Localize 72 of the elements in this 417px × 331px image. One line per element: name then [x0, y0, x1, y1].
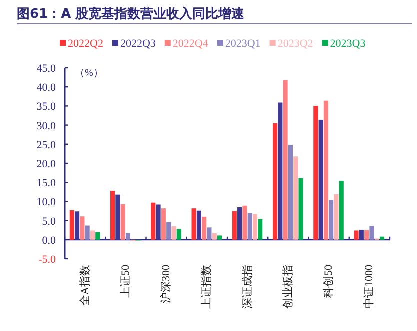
bar — [354, 230, 359, 240]
bar — [248, 213, 252, 240]
legend-label: 2023Q2 — [278, 38, 314, 50]
legend-label: 2023Q3 — [330, 38, 366, 50]
bar — [324, 100, 328, 240]
x-tick-label: 创业板指 — [281, 265, 294, 309]
y-tick-label: -5.0 — [38, 254, 56, 266]
bar — [314, 106, 318, 240]
legend-label: 2022Q4 — [172, 38, 209, 50]
bar — [318, 120, 324, 240]
bar — [232, 211, 237, 240]
bar — [176, 229, 182, 240]
bar — [166, 222, 172, 240]
bar — [96, 232, 100, 240]
bar — [298, 178, 304, 240]
bar — [217, 236, 222, 240]
x-tick-label: 中证1000 — [362, 264, 376, 309]
bar — [334, 194, 339, 240]
bar — [380, 236, 385, 240]
bar — [172, 226, 176, 240]
bar — [202, 216, 207, 240]
bar — [212, 233, 217, 240]
bar — [359, 230, 364, 240]
bar — [252, 214, 258, 240]
x-tick-label: 上证指数 — [200, 265, 214, 309]
bar — [151, 202, 156, 240]
y-tick-label: 30.0 — [36, 120, 56, 132]
bar — [258, 219, 263, 240]
bar — [207, 228, 212, 240]
legend-label: 2022Q3 — [120, 38, 156, 50]
bar — [278, 102, 283, 240]
y-tick-label: 5.0 — [42, 216, 56, 228]
bar — [80, 216, 85, 240]
bar — [75, 212, 80, 240]
bar — [288, 145, 293, 240]
bar — [120, 204, 126, 240]
bar — [370, 226, 374, 240]
y-tick-label: 0.0 — [42, 234, 56, 247]
bar — [126, 233, 130, 240]
bar — [156, 204, 161, 240]
bar — [196, 210, 202, 240]
x-tick-label: 上证50 — [118, 264, 132, 298]
y-tick-label: 15.0 — [36, 178, 56, 190]
y-tick-label: 10.0 — [36, 196, 56, 209]
chart-title: 图61：A 股宽基指数营业收入同比增速 — [17, 6, 246, 22]
y-tick-label: 35.0 — [36, 101, 56, 114]
x-tick-label: 沪深300 — [160, 264, 173, 304]
x-tick-label: 科创50 — [323, 264, 336, 298]
bar — [283, 80, 288, 240]
bar — [329, 200, 334, 240]
bar — [364, 230, 370, 240]
bar — [116, 194, 120, 240]
bar — [339, 181, 344, 240]
bar — [90, 230, 96, 240]
bar — [294, 156, 298, 240]
x-tick-label: 深证成指 — [240, 265, 254, 309]
legend-label: 2022Q2 — [68, 38, 104, 50]
bar — [273, 123, 278, 240]
bar — [238, 207, 242, 240]
bar — [242, 206, 248, 240]
y-tick-label: 40.0 — [36, 82, 56, 94]
x-tick-label: 全A指数 — [79, 265, 92, 306]
y-tick-label: 45.0 — [36, 63, 56, 75]
bar — [85, 226, 90, 240]
bar — [161, 208, 166, 240]
bar — [70, 210, 74, 240]
legend-label: 2023Q1 — [225, 38, 261, 50]
bar — [192, 208, 196, 240]
y-tick-label: 20.0 — [36, 158, 56, 170]
y-tick-label: 25.0 — [36, 139, 56, 152]
bar — [110, 191, 116, 240]
annotation: （%） — [75, 68, 104, 79]
